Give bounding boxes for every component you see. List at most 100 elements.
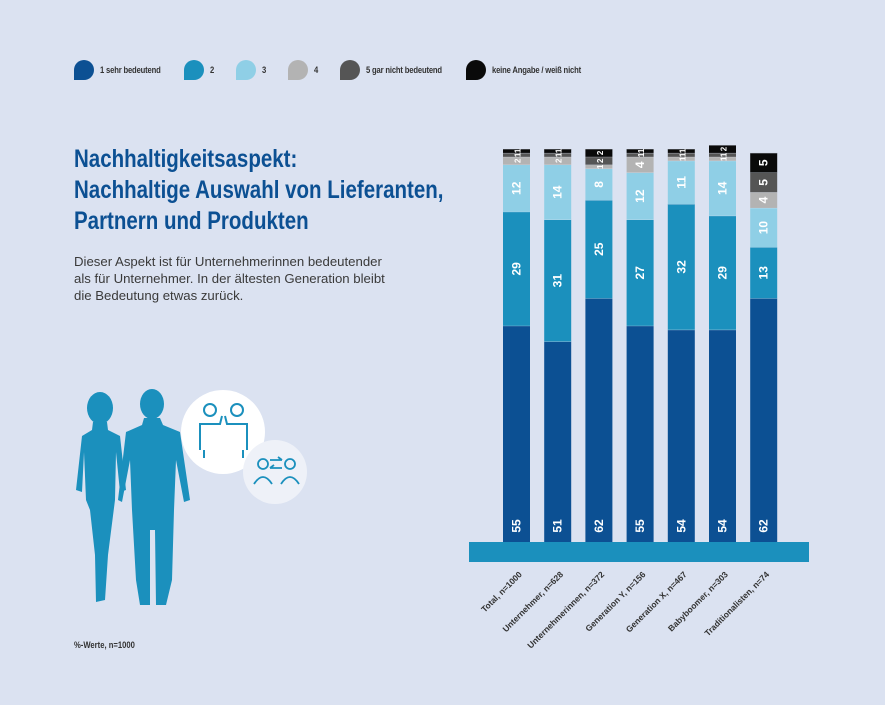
data-label: 1	[720, 156, 729, 161]
teamwork-icon	[181, 390, 265, 474]
bar-segment	[709, 215, 736, 330]
bar-segment	[503, 325, 530, 542]
legend-item-1: 1 sehr bedeutend	[74, 55, 171, 85]
legend-label: 3	[262, 65, 267, 75]
data-label: 2	[720, 146, 729, 151]
page-title: Nachhaltigkeitsaspekt: Nachhaltige Auswa…	[74, 144, 444, 237]
bar-segment	[585, 298, 613, 542]
data-label: 8	[592, 181, 606, 188]
bar-segment	[626, 149, 654, 153]
bar-segment	[667, 160, 695, 205]
legend-swatch	[184, 60, 204, 80]
data-label: 12	[633, 189, 647, 203]
data-label: 5	[757, 159, 771, 166]
bar-segment	[585, 168, 613, 201]
data-label: 2	[514, 158, 523, 163]
bar-segment	[667, 149, 695, 153]
legend-item-4: 4	[288, 55, 319, 85]
bar-segment	[750, 172, 778, 193]
data-label: 14	[716, 181, 730, 195]
data-label: 54	[716, 519, 730, 533]
legend-item-5: 5 gar nicht bedeutend	[340, 55, 455, 85]
data-label: 1	[514, 152, 523, 157]
data-label: 1	[555, 152, 564, 157]
bar-segment	[709, 156, 736, 161]
data-label: 32	[674, 260, 688, 274]
bar-segment	[626, 152, 654, 157]
data-label: 1	[514, 148, 523, 153]
data-label: 1	[555, 148, 564, 153]
data-label: 51	[551, 519, 565, 533]
data-label: 31	[551, 274, 565, 288]
data-label: 25	[592, 242, 606, 256]
legend-item-6: keine Angabe / weiß nicht	[466, 55, 597, 85]
bar-segment	[585, 164, 613, 169]
description-line: Dieser Aspekt ist für Unternehmerinnen b…	[74, 254, 382, 269]
data-label: 1	[637, 152, 646, 157]
data-label: 4	[633, 161, 647, 168]
bar-segment	[626, 172, 654, 220]
data-label: 29	[716, 266, 730, 280]
bar-segment	[544, 341, 572, 542]
bar-segment	[585, 149, 613, 157]
data-label: 62	[757, 519, 771, 533]
footnote: %-Werte, n=1000	[74, 640, 135, 650]
bar-segment	[709, 329, 736, 542]
bar-segment	[585, 156, 613, 165]
data-label: 1	[637, 148, 646, 153]
bar-segment	[709, 152, 736, 157]
bar-segment	[626, 325, 654, 542]
legend-swatch	[74, 60, 94, 80]
title-line: Nachhaltige Auswahl von Lieferanten,	[74, 176, 444, 204]
data-label: 1	[720, 152, 729, 157]
data-label: 1	[678, 156, 687, 161]
legend-label: 2	[210, 65, 215, 75]
bar-segment	[626, 156, 654, 173]
legend: 1 sehr bedeutend 2 3 4 5 gar nicht bedeu…	[74, 55, 674, 85]
bar-segment	[667, 156, 695, 161]
data-label: 11	[674, 176, 688, 189]
data-label: 2	[596, 150, 605, 155]
bar-segment	[544, 219, 572, 342]
data-label: 4	[757, 196, 771, 203]
bar-segment	[750, 152, 778, 173]
data-label: 13	[757, 266, 771, 280]
description-line: die Bedeutung etwas zurück.	[74, 288, 244, 303]
data-label: 5	[757, 179, 771, 186]
bar-segment	[709, 145, 736, 153]
data-label: 62	[592, 519, 606, 533]
data-label: 1	[596, 164, 605, 169]
woman-silhouette	[76, 392, 126, 602]
bar-segment	[503, 211, 530, 326]
data-label: 29	[510, 262, 524, 276]
data-label: 1	[678, 148, 687, 153]
description: Dieser Aspekt ist für Unternehmerinnen b…	[74, 253, 414, 304]
data-label: 55	[510, 519, 524, 533]
title-line: Partnern und Produkten	[74, 207, 309, 235]
description-line: als für Unternehmer. In der ältesten Gen…	[74, 271, 385, 286]
bar-segment	[709, 160, 736, 216]
data-label: 14	[551, 185, 565, 199]
legend-swatch	[236, 60, 256, 80]
bar-segment	[750, 192, 778, 208]
legend-label: 5 gar nicht bedeutend	[366, 65, 442, 75]
data-label: 12	[510, 181, 524, 195]
data-label: 2	[596, 158, 605, 163]
legend-label: 4	[314, 65, 319, 75]
bar-segment	[585, 200, 613, 299]
bar-segment	[544, 164, 572, 220]
people-illustration	[76, 389, 307, 605]
bar-segment	[667, 329, 695, 542]
title-line: Nachhaltigkeitsaspekt:	[74, 145, 298, 173]
bar-segment	[750, 207, 778, 248]
exchange-icon	[243, 440, 307, 504]
bar-segment	[544, 152, 572, 157]
bar-segment	[544, 156, 572, 165]
legend-item-2: 2	[184, 55, 215, 85]
legend-swatch	[340, 60, 360, 80]
bar-segment	[750, 247, 778, 299]
data-label: 54	[674, 519, 688, 533]
legend-swatch	[466, 60, 486, 80]
legend-swatch	[288, 60, 308, 80]
